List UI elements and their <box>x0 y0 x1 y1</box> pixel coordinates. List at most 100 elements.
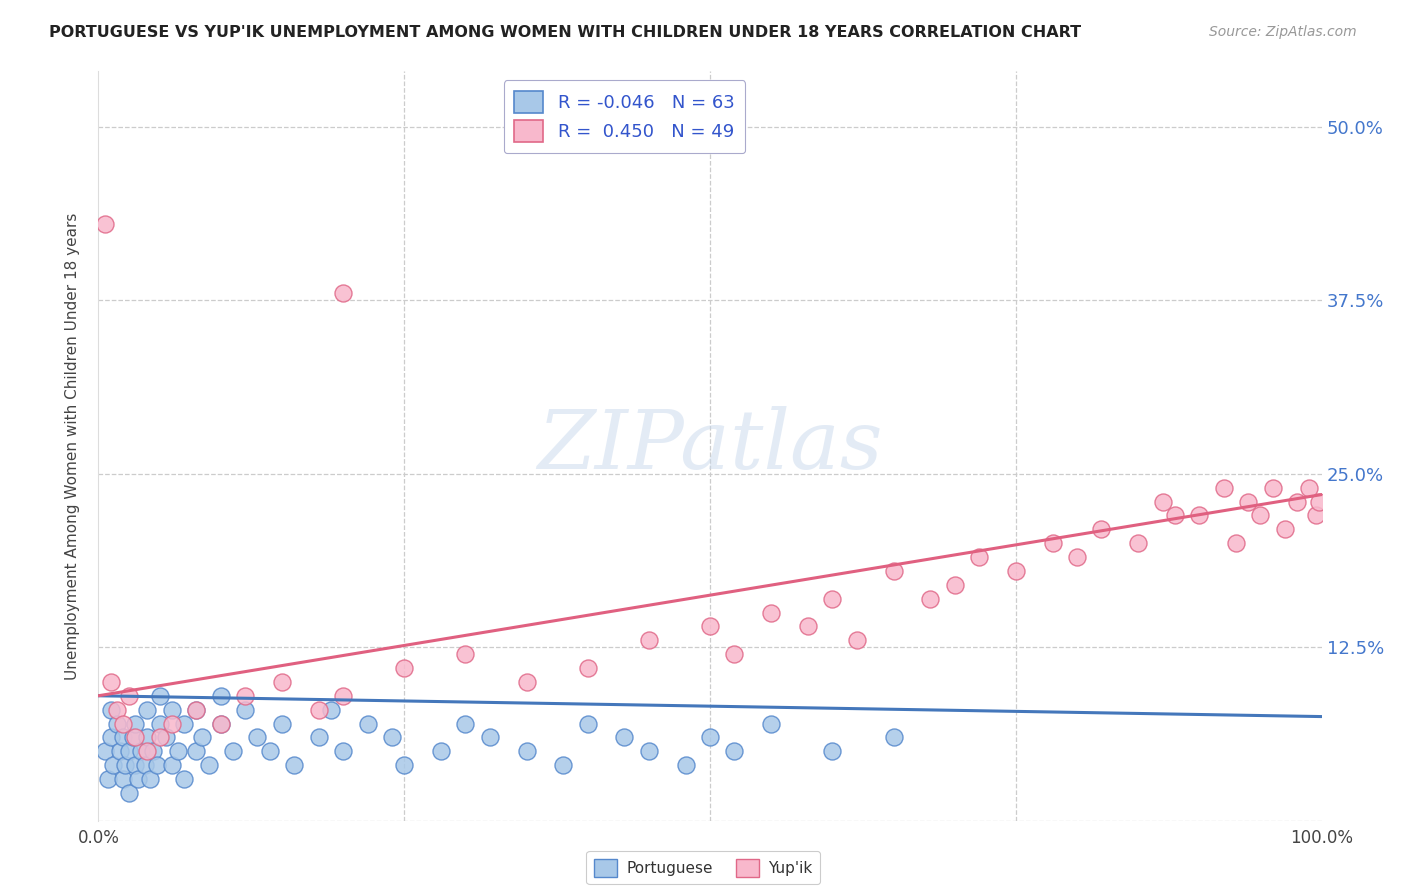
Point <box>723 647 745 661</box>
Point <box>93 744 115 758</box>
Point <box>1004 564 1026 578</box>
Point <box>723 744 745 758</box>
Text: Source: ZipAtlas.com: Source: ZipAtlas.com <box>1209 25 1357 39</box>
Point <box>105 716 128 731</box>
Point <box>1305 508 1327 523</box>
Point <box>637 744 661 758</box>
Point <box>149 731 172 745</box>
Legend: Portuguese, Yup'ik: Portuguese, Yup'ik <box>586 852 820 884</box>
Point <box>332 689 354 703</box>
Point <box>259 744 281 758</box>
Point <box>332 286 354 301</box>
Point <box>118 689 141 703</box>
Point <box>1298 481 1320 495</box>
Point <box>967 549 990 564</box>
Point <box>1274 522 1296 536</box>
Point <box>246 731 269 745</box>
Point <box>124 731 146 745</box>
Point <box>186 703 208 717</box>
Point <box>515 744 537 758</box>
Point <box>118 786 141 800</box>
Point <box>173 716 195 731</box>
Point <box>146 758 169 772</box>
Point <box>821 744 844 758</box>
Point <box>136 731 159 745</box>
Point <box>160 703 183 717</box>
Point <box>1237 494 1260 508</box>
Point <box>943 578 966 592</box>
Point <box>1090 522 1112 536</box>
Point <box>160 758 183 772</box>
Point <box>100 674 122 689</box>
Point <box>142 744 165 758</box>
Point <box>186 744 208 758</box>
Point <box>883 731 905 745</box>
Point <box>111 716 134 731</box>
Text: PORTUGUESE VS YUP'IK UNEMPLOYMENT AMONG WOMEN WITH CHILDREN UNDER 18 YEARS CORRE: PORTUGUESE VS YUP'IK UNEMPLOYMENT AMONG … <box>49 25 1081 40</box>
Point <box>124 758 146 772</box>
Point <box>197 758 219 772</box>
Point <box>149 716 172 731</box>
Point <box>149 689 172 703</box>
Point <box>136 703 159 717</box>
Point <box>186 703 208 717</box>
Point <box>136 744 159 758</box>
Point <box>111 772 134 786</box>
Point <box>1286 494 1309 508</box>
Point <box>675 758 697 772</box>
Point <box>160 716 183 731</box>
Point <box>1225 536 1247 550</box>
Point <box>699 731 721 745</box>
Point <box>155 731 177 745</box>
Point <box>319 703 342 717</box>
Text: ZIPatlas: ZIPatlas <box>537 406 883 486</box>
Point <box>124 716 146 731</box>
Point <box>613 731 636 745</box>
Point <box>1212 481 1234 495</box>
Point <box>209 689 232 703</box>
Point <box>845 633 868 648</box>
Point <box>129 744 152 758</box>
Point <box>1249 508 1271 523</box>
Point <box>118 744 141 758</box>
Point <box>1188 508 1211 523</box>
Point <box>699 619 721 633</box>
Point <box>761 606 783 620</box>
Y-axis label: Unemployment Among Women with Children Under 18 years: Unemployment Among Women with Children U… <box>65 212 80 680</box>
Point <box>270 716 294 731</box>
Point <box>209 716 232 731</box>
Point <box>283 758 305 772</box>
Point <box>761 716 783 731</box>
Point <box>515 674 537 689</box>
Point <box>139 772 162 786</box>
Point <box>191 731 214 745</box>
Point <box>553 758 575 772</box>
Point <box>121 731 143 745</box>
Point <box>430 744 453 758</box>
Point <box>920 591 942 606</box>
Point <box>173 772 195 786</box>
Point <box>797 619 820 633</box>
Point <box>821 591 844 606</box>
Point <box>101 758 124 772</box>
Point <box>114 758 136 772</box>
Point <box>381 731 404 745</box>
Point <box>454 716 477 731</box>
Point <box>392 661 416 675</box>
Point <box>883 564 905 578</box>
Point <box>233 703 256 717</box>
Point <box>332 744 354 758</box>
Point <box>222 744 245 758</box>
Point <box>637 633 661 648</box>
Legend: R = -0.046   N = 63, R =  0.450   N = 49: R = -0.046 N = 63, R = 0.450 N = 49 <box>503 80 745 153</box>
Point <box>111 731 134 745</box>
Point <box>1152 494 1174 508</box>
Point <box>100 703 122 717</box>
Point <box>1066 549 1088 564</box>
Point <box>127 772 149 786</box>
Point <box>392 758 416 772</box>
Point <box>478 731 501 745</box>
Point <box>356 716 378 731</box>
Point <box>110 744 132 758</box>
Point <box>209 716 232 731</box>
